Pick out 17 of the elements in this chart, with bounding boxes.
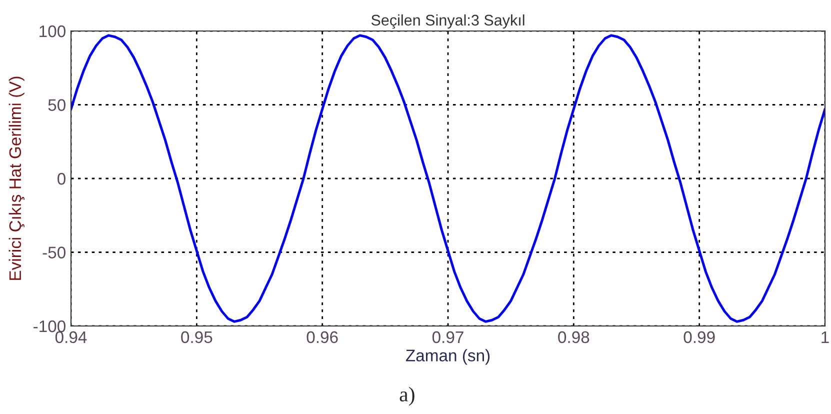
y-tick-label: 0 (58, 172, 66, 185)
x-tick-label: 0.98 (558, 331, 590, 344)
text: a) (400, 386, 414, 406)
x-tick-label: 0.96 (306, 331, 338, 344)
y-tick-label: -100 (34, 320, 66, 332)
y-tick-label: 50 (48, 99, 66, 111)
y-tick-label: 100 (40, 25, 66, 38)
x-tick-label: 1 (822, 331, 829, 343)
y-axis-title: Evirici Çıkış Hat Gerilimi (V) (8, 76, 24, 280)
x-tick-label: 0.94 (55, 331, 87, 344)
chart-title: Seçilen Sinyal:3 Saykıl (371, 14, 524, 29)
x-tick-label: 0.95 (181, 331, 212, 344)
y-tick-label: -50 (42, 246, 66, 258)
x-axis-title: Zaman (sn) (406, 349, 490, 365)
x-tick-label: 0.97 (432, 331, 464, 344)
x-tick-label: 0.99 (684, 331, 715, 344)
line-series (71, 34, 825, 323)
